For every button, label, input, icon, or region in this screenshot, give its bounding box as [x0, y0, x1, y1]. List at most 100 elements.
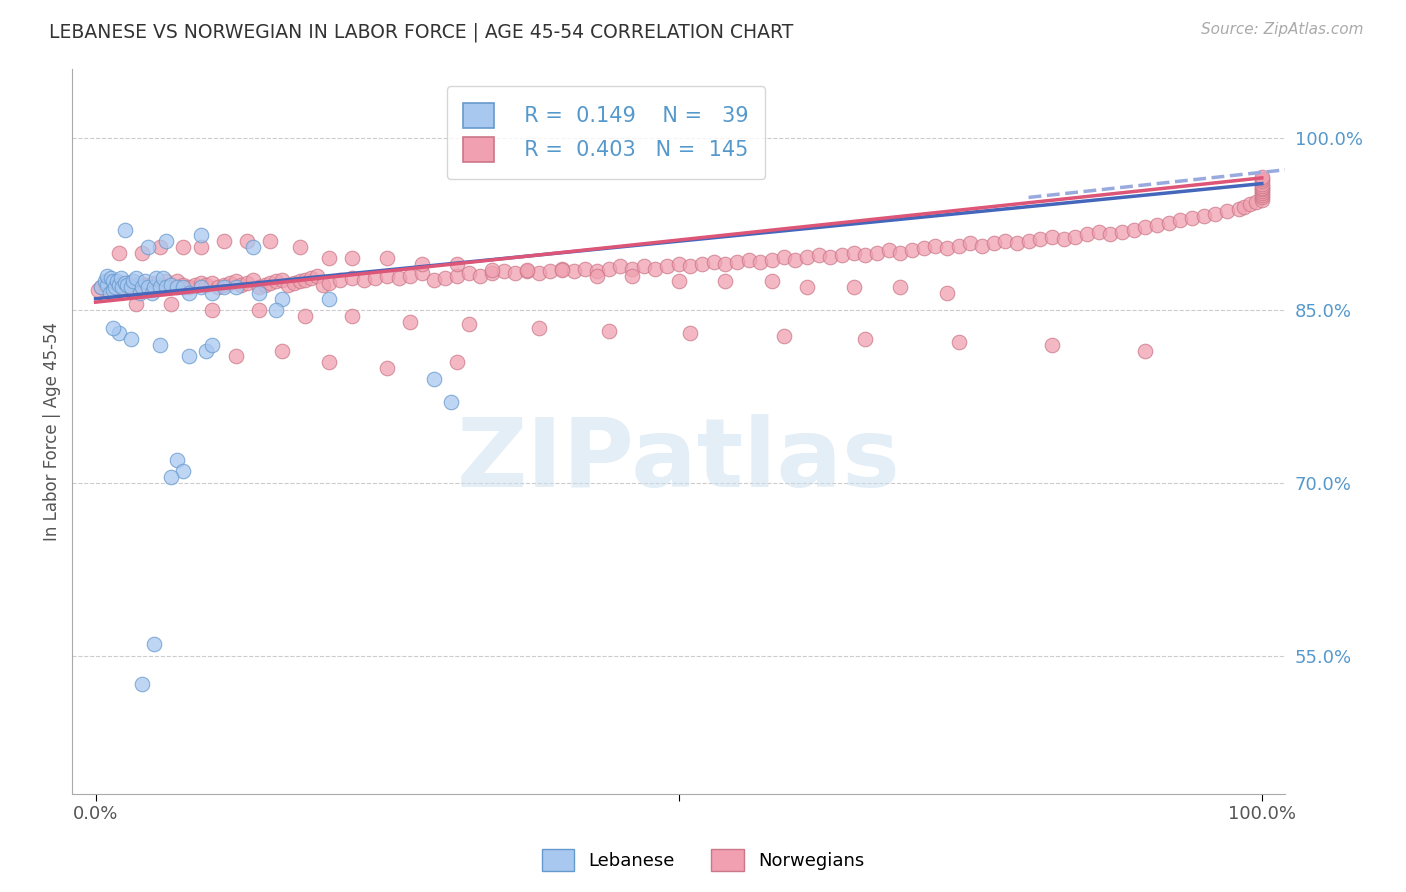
Point	[1250, 190, 1272, 204]
Point	[160, 470, 183, 484]
Point	[853, 248, 876, 262]
Point	[190, 228, 212, 243]
Point	[1250, 182, 1272, 196]
Point	[831, 248, 853, 262]
Point	[115, 276, 138, 290]
Point	[1111, 225, 1133, 239]
Point	[318, 292, 340, 306]
Point	[1168, 213, 1191, 227]
Point	[98, 283, 121, 297]
Point	[1135, 343, 1157, 358]
Point	[668, 257, 690, 271]
Point	[90, 280, 112, 294]
Point	[94, 275, 117, 289]
Point	[994, 234, 1017, 248]
Point	[136, 280, 159, 294]
Point	[761, 252, 783, 267]
Point	[149, 280, 172, 294]
Point	[853, 332, 876, 346]
Point	[190, 280, 212, 294]
Point	[785, 252, 807, 267]
Point	[294, 273, 316, 287]
Point	[160, 297, 183, 311]
Point	[1076, 227, 1098, 242]
Point	[149, 280, 172, 294]
Point	[1040, 338, 1063, 352]
Point	[142, 637, 165, 651]
Point	[160, 280, 183, 294]
Point	[201, 303, 224, 318]
Point	[288, 275, 311, 289]
Point	[218, 276, 240, 290]
Point	[842, 245, 865, 260]
Point	[128, 276, 150, 290]
Point	[388, 271, 411, 285]
Legend: Lebanese, Norwegians: Lebanese, Norwegians	[534, 842, 872, 879]
Point	[1227, 202, 1250, 216]
Point	[101, 275, 124, 289]
Text: LEBANESE VS NORWEGIAN IN LABOR FORCE | AGE 45-54 CORRELATION CHART: LEBANESE VS NORWEGIAN IN LABOR FORCE | A…	[49, 22, 793, 42]
Point	[201, 338, 224, 352]
Point	[527, 320, 550, 334]
Point	[820, 250, 842, 264]
Point	[142, 276, 165, 290]
Point	[111, 280, 134, 294]
Point	[242, 273, 264, 287]
Point	[236, 234, 259, 248]
Point	[115, 277, 138, 292]
Point	[212, 277, 235, 292]
Point	[621, 261, 644, 276]
Point	[586, 264, 609, 278]
Point	[423, 372, 446, 386]
Point	[259, 276, 281, 290]
Point	[94, 277, 117, 292]
Point	[271, 292, 294, 306]
Point	[1204, 206, 1226, 220]
Point	[1029, 232, 1052, 246]
Point	[96, 268, 118, 283]
Point	[1064, 229, 1087, 244]
Point	[128, 285, 150, 300]
Point	[195, 277, 218, 292]
Point	[242, 240, 264, 254]
Point	[236, 276, 259, 290]
Point	[145, 271, 167, 285]
Point	[110, 280, 132, 294]
Point	[131, 280, 153, 294]
Point	[505, 267, 527, 281]
Point	[120, 280, 142, 294]
Point	[411, 267, 433, 281]
Text: ZIPatlas: ZIPatlas	[457, 414, 901, 507]
Point	[1250, 174, 1272, 188]
Point	[87, 283, 110, 297]
Point	[96, 277, 118, 292]
Point	[141, 277, 163, 292]
Point	[105, 276, 128, 290]
Point	[98, 285, 121, 300]
Point	[621, 268, 644, 283]
Point	[134, 277, 156, 292]
Point	[1250, 181, 1272, 195]
Point	[172, 464, 194, 478]
Point	[247, 303, 270, 318]
Point	[970, 239, 993, 253]
Point	[633, 260, 655, 274]
Point	[470, 268, 492, 283]
Point	[772, 250, 794, 264]
Point	[1250, 193, 1272, 207]
Point	[935, 285, 957, 300]
Point	[538, 264, 561, 278]
Point	[105, 275, 128, 289]
Point	[679, 260, 702, 274]
Point	[842, 280, 865, 294]
Point	[1250, 177, 1272, 191]
Point	[340, 271, 363, 285]
Point	[492, 264, 515, 278]
Point	[100, 271, 122, 285]
Point	[598, 324, 620, 338]
Point	[207, 280, 229, 294]
Point	[125, 277, 148, 292]
Point	[375, 252, 398, 266]
Point	[655, 260, 678, 274]
Point	[101, 320, 124, 334]
